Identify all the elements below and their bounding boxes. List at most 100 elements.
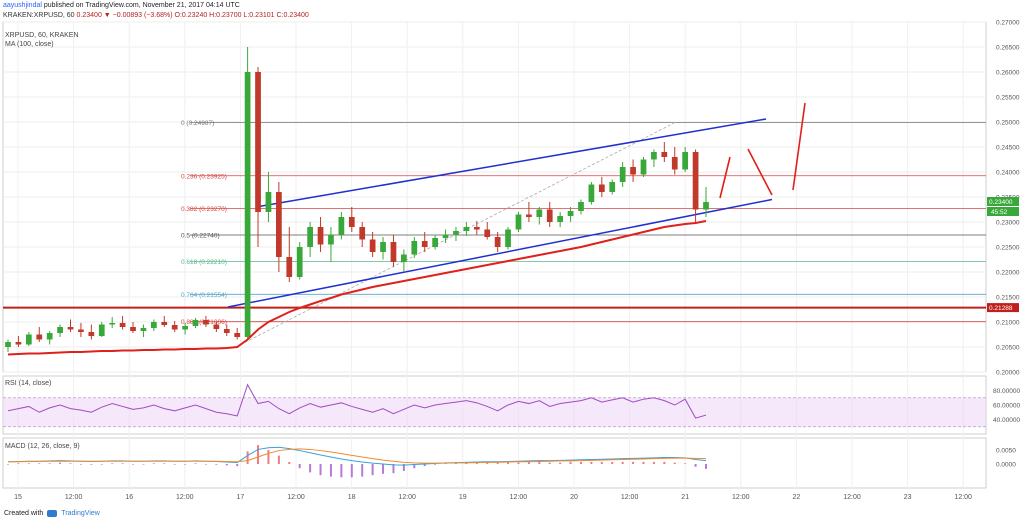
y-tick-label: 0.26000 [996, 70, 1020, 77]
macd-histogram-bar [517, 462, 520, 464]
tradingview-logo-icon [47, 510, 58, 517]
created-with-text: Created with [4, 510, 44, 517]
projection-leg-up-2 [792, 102, 806, 191]
tradingview-brand-link[interactable]: TradingView [61, 510, 100, 517]
pane-frame [2, 437, 987, 489]
rsi-line [7, 383, 707, 419]
ohlc-values: O:0.23240 H:0.23700 L:0.23101 C:0.23400 [172, 12, 309, 19]
candle-body [671, 157, 678, 170]
macd-histogram-bar [413, 464, 416, 469]
candle-body [578, 202, 584, 211]
ma-line [7, 220, 707, 356]
publish-text: published on TradingView.com, November 2… [41, 2, 240, 9]
rsi-band [3, 397, 986, 427]
macd-histogram-bar [392, 464, 395, 474]
macd-histogram-bar [340, 464, 343, 478]
footer: Created with TradingView [4, 510, 100, 517]
candle-body [588, 184, 595, 202]
ma-label[interactable]: MA (100, close) [5, 41, 54, 48]
candle-body [25, 334, 32, 345]
fibonacci-levels: 0 (0.24987) 0.236 (0.23925) 0.382 (0.23270… [181, 120, 986, 348]
y-tick-label: 0.20000 [996, 370, 1020, 377]
y-tick-label: 0.22000 [996, 270, 1020, 277]
x-tick-label: 17 [237, 494, 245, 501]
rsi-label[interactable]: RSI (14, close) [5, 380, 52, 387]
macd-histogram-bar [236, 464, 239, 467]
macd-tick-label: 0.0000 [996, 462, 1016, 469]
candle-body [119, 323, 126, 327]
y-tick-label: 0.22500 [996, 245, 1020, 252]
axes: 15 12:00 16 12:00 17 12:00 18 12:00 19 12:00 20 12:… [14, 20, 1020, 502]
x-tick-label: 12:00 [954, 494, 972, 501]
macd-histogram-bar [548, 462, 551, 464]
macd-histogram-bar [527, 461, 530, 464]
last-price-badge [987, 197, 1019, 206]
macd-histogram-bar [17, 463, 20, 464]
x-tick-label: 18 [348, 494, 356, 501]
fib-level-label: 0.618 (0.22210) [181, 259, 227, 266]
candle-body [630, 167, 636, 175]
x-tick-label: 21 [681, 494, 689, 501]
candle-body [244, 72, 251, 337]
candle-body [390, 242, 397, 262]
macd-histogram-bar [277, 455, 280, 464]
macd-histogram-bar [361, 464, 364, 477]
symbol-prefix: KRAKEN:XRPUSD, 60 [3, 12, 77, 19]
candle-body [57, 327, 63, 333]
rsi-tick-label: 80.00000 [993, 388, 1020, 395]
y-tick-label: 0.21500 [996, 295, 1020, 302]
y-tick-label: 0.23000 [996, 220, 1020, 227]
fib-level-label: 0.236 (0.23925) [181, 173, 227, 180]
macd-histogram-bar [27, 463, 30, 464]
macd-histogram-bar [475, 462, 478, 464]
macd-histogram-bar [350, 464, 353, 478]
candle-body [348, 217, 355, 227]
author-link[interactable]: aayushjindal [3, 2, 42, 9]
candle-body [369, 239, 376, 252]
x-tick-label: 12:00 [398, 494, 416, 501]
macd-histogram-bar [371, 464, 374, 476]
candle-body [609, 182, 616, 192]
macd-label[interactable]: MACD (12, 26, close, 9) [5, 443, 80, 450]
macd-histogram-bar [642, 461, 645, 464]
macd-histogram-bar [569, 461, 572, 464]
macd-histogram-bar [423, 464, 426, 467]
candle-body [536, 209, 543, 217]
x-tick-label: 12:00 [65, 494, 83, 501]
macd-histogram-bar [142, 464, 145, 465]
support-line: 0.21288 [3, 303, 1019, 313]
macd-histogram-bar [90, 464, 93, 465]
macd-histogram-bar [59, 462, 62, 464]
candle-body [213, 324, 220, 329]
macd-histogram-bar [204, 464, 207, 465]
macd-histogram-bar [111, 463, 114, 464]
price-change: 0.23400 ▼ −0.00893 (−3.68%) [76, 12, 173, 19]
candle-body [598, 184, 605, 192]
x-tick-label: 16 [125, 494, 133, 501]
macd-histogram-bar [194, 463, 197, 464]
candle-body [505, 229, 511, 247]
candle-body [192, 320, 199, 326]
x-tick-label: 22 [793, 494, 801, 501]
macd-histogram-bar [288, 461, 291, 464]
macd-histogram-bar [496, 462, 499, 464]
candle-body [546, 209, 553, 222]
candle-body [432, 238, 438, 247]
macd-histogram-bar [600, 461, 603, 464]
candle-body [328, 234, 334, 245]
candle-body [640, 159, 647, 175]
candle-body [67, 327, 74, 330]
macd-tick-label: 0.0050 [996, 448, 1016, 455]
candle-body [703, 202, 709, 210]
x-tick-label: 23 [904, 494, 912, 501]
candles [5, 47, 709, 352]
macd-histogram-bar [559, 462, 562, 464]
macd-histogram-bar [507, 462, 510, 464]
candle-body [317, 227, 324, 245]
macd-histogram-bar [79, 464, 82, 465]
candle-body [234, 333, 241, 337]
macd-signal-line [8, 448, 707, 464]
fib-level-label: 0.764 (0.21554) [181, 292, 227, 299]
macd-histogram-bar [402, 464, 405, 471]
x-tick-label: 19 [459, 494, 467, 501]
